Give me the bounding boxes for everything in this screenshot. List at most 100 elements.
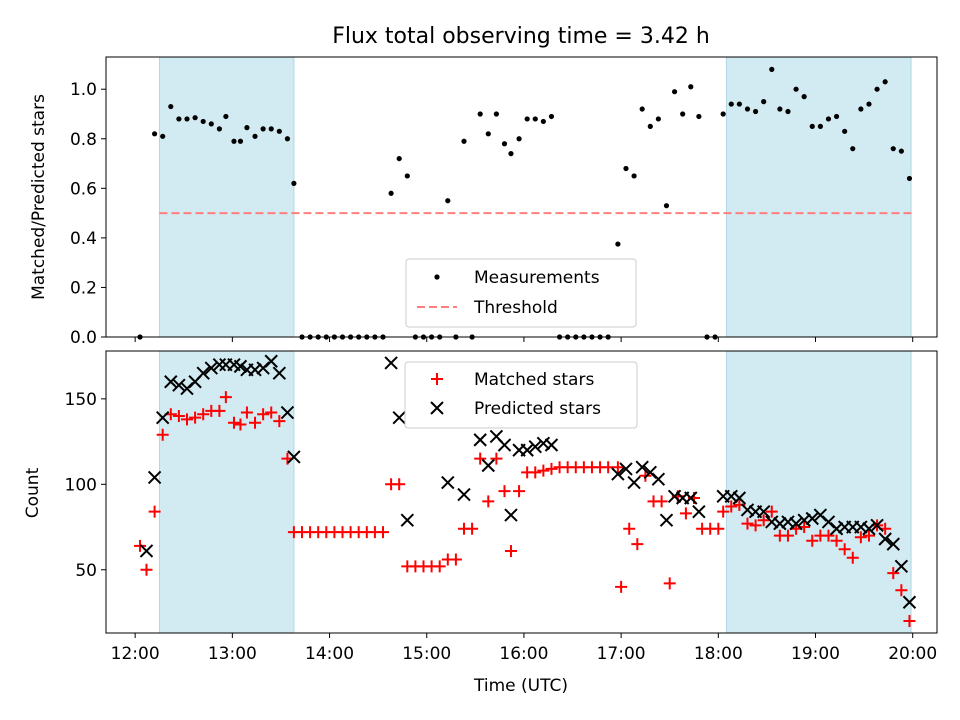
matched-stars-point [717, 505, 730, 518]
matched-stars-point [490, 452, 503, 465]
matched-stars-point [655, 495, 668, 508]
measurement-point [216, 126, 222, 132]
measurement-point [906, 175, 913, 182]
predicted-stars-point [139, 544, 154, 558]
predicted-stars-point [536, 436, 551, 450]
predicted-stars-point [264, 354, 278, 368]
measurement-point [540, 118, 546, 125]
top-axes-frame [105, 56, 938, 338]
matched-stars-point [257, 408, 270, 421]
measurement-point [655, 116, 661, 122]
matched-stars-point [903, 615, 916, 628]
measurement-point [151, 131, 158, 137]
matched-stars-point [545, 462, 558, 475]
measurement-point [200, 118, 206, 125]
matched-stars-point [249, 416, 262, 429]
predicted-stars-point [233, 359, 248, 374]
matched-stars-point [219, 391, 232, 404]
measurement-point [898, 148, 904, 154]
bottom-panel: 50 100 150 12:00 13:00 14:00 15:00 16:00 17:00 18… [23, 350, 938, 696]
measurement-point [663, 203, 670, 209]
predicted-stars-point [765, 515, 779, 529]
matched-stars-point [140, 563, 153, 576]
matched-stars-point [537, 464, 550, 477]
matched-stars-point [623, 522, 636, 535]
legend-predicted-label: Predicted stars [474, 399, 601, 419]
measurement-point [501, 141, 508, 147]
top-plot-marks [137, 66, 913, 340]
measurement-point [284, 136, 291, 142]
predicted-stars-point [384, 356, 398, 370]
measurement-point [728, 101, 734, 107]
matched-stars-point [781, 529, 794, 542]
matched-stars-point [449, 553, 462, 566]
measurement-point [833, 113, 840, 120]
measurement-point [291, 180, 297, 186]
predicted-stars-point [280, 405, 295, 420]
predicted-stars-point [441, 475, 455, 490]
matched-stars-point [377, 526, 389, 539]
matched-stars-point [830, 534, 843, 547]
predicted-stars-point [520, 443, 534, 457]
measurement-point [890, 146, 896, 152]
predicted-stars-point [902, 595, 917, 609]
measurement-point [623, 165, 629, 172]
x-tick-label: 17:00 [597, 644, 646, 664]
legend-measurements-marker [434, 274, 440, 280]
measurement-point [461, 138, 467, 144]
matched-stars-point [189, 411, 202, 424]
measurement-point [793, 86, 799, 92]
measurement-point [477, 111, 483, 117]
measurement-point [801, 94, 807, 100]
measurement-point [260, 126, 266, 132]
y-tick-label: 0.0 [70, 328, 97, 348]
matched-stars-point [393, 478, 406, 491]
matched-stars-point [887, 567, 900, 580]
measurement-point [866, 101, 872, 107]
predicted-stars-point [400, 513, 415, 527]
matched-stars-point [265, 406, 278, 419]
predicted-stars-point [473, 433, 487, 447]
predicted-stars-point [894, 559, 909, 574]
matched-stars-point [631, 538, 644, 551]
matched-stars-point [156, 428, 169, 441]
measurement-point [388, 190, 394, 196]
shaded-interval [158, 56, 295, 338]
predicted-stars-point [773, 516, 787, 531]
top-y-axis-label: Matched/Predicted stars [29, 94, 49, 300]
measurement-point [532, 116, 538, 122]
y-tick-label: 100 [65, 475, 97, 495]
matched-stars-point [741, 517, 754, 530]
x-axis-label: Time (UTC) [473, 676, 568, 696]
measurement-point [548, 113, 555, 120]
y-tick-label: 0.4 [70, 229, 97, 249]
y-tick-label: 0.2 [70, 278, 97, 298]
matched-stars-point [679, 507, 692, 520]
measurement-point [850, 146, 856, 152]
legend-measurements-label: Measurements [474, 268, 600, 288]
x-tick-label: 19:00 [791, 644, 840, 664]
top-legend: Measurements Threshold [405, 258, 637, 328]
top-panel: 0.0 0.2 0.4 0.6 0.8 1.0 Flux total observing … [29, 24, 938, 348]
measurement-point [168, 103, 174, 110]
measurement-point [752, 108, 759, 115]
shaded-interval [725, 350, 912, 634]
predicted-stars-point [155, 410, 170, 425]
predicted-stars-point [732, 491, 747, 505]
predicted-stars-point [862, 522, 876, 536]
y-tick-label: 0.6 [70, 179, 97, 199]
predicted-stars-point [829, 522, 844, 536]
predicted-stars-point [147, 470, 162, 485]
matched-stars-point [227, 416, 240, 429]
measurement-point [671, 89, 678, 95]
bottom-y-axis-label: Count [23, 467, 43, 518]
predicted-stars-point [756, 504, 771, 519]
bottom-legend: Matched stars Predicted stars [404, 361, 638, 429]
top-legend-box [405, 258, 637, 328]
predicted-stars-point [854, 520, 868, 534]
y-tick-label: 150 [65, 390, 97, 410]
matched-stars-point [895, 584, 908, 597]
measurement-point [688, 84, 694, 90]
predicted-stars-point [212, 357, 227, 372]
matched-stars-point [148, 505, 161, 518]
